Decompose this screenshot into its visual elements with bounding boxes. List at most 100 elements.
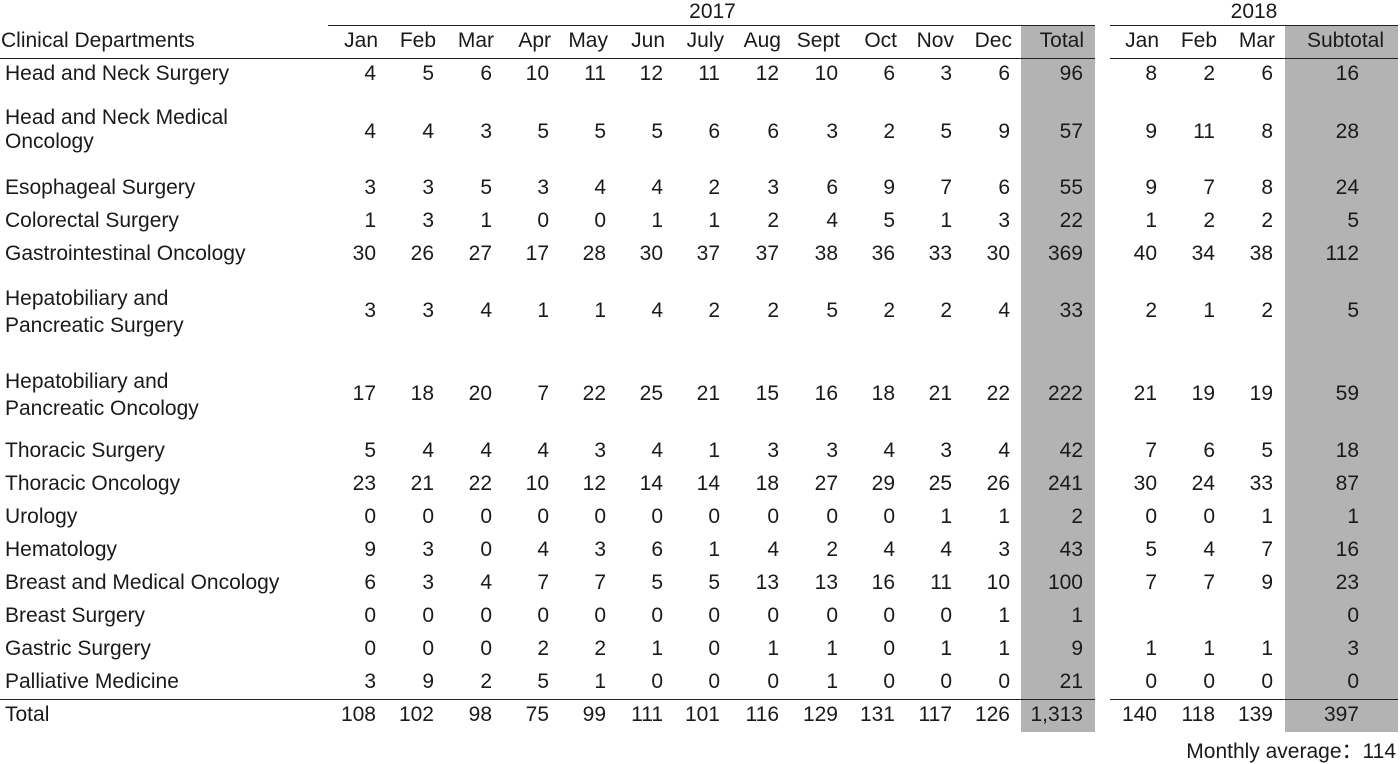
count-2017: 3 <box>767 439 779 462</box>
count-2017: 2 <box>826 538 838 561</box>
rule-above-total-right <box>1110 699 1398 700</box>
count-2017: 13 <box>755 571 779 594</box>
count-2017: 0 <box>364 637 376 660</box>
count-2018: 1 <box>1203 299 1215 322</box>
count-2017: 12 <box>639 62 663 85</box>
count-2017: 6 <box>998 62 1010 85</box>
count-2017: 5 <box>537 670 549 693</box>
count-2018: 19 <box>1249 382 1273 405</box>
grand-total-2017: 1,313 <box>1030 703 1083 726</box>
count-2017: 3 <box>826 120 838 143</box>
count-2017: 3 <box>422 176 434 199</box>
count-2017: 4 <box>883 439 895 462</box>
count-2017: 20 <box>468 382 492 405</box>
total-2017: 96 <box>1059 62 1083 85</box>
count-2017: 4 <box>422 120 434 143</box>
count-2017: 29 <box>871 472 895 495</box>
count-2017: 0 <box>651 604 663 627</box>
count-2017: 17 <box>525 242 549 265</box>
count-2017: 0 <box>708 604 720 627</box>
monthly-total-2017: 108 <box>340 703 376 726</box>
department-name: Palliative Medicine <box>5 670 179 693</box>
count-2018: 7 <box>1203 571 1215 594</box>
total-2017: 57 <box>1059 120 1083 143</box>
count-2017: 7 <box>594 571 606 594</box>
monthly-total-2017: 117 <box>918 703 952 726</box>
count-2018: 7 <box>1261 538 1273 561</box>
rule-under-header-right <box>1110 58 1398 59</box>
count-2018: 1 <box>1203 637 1215 660</box>
rule-under-year-2017 <box>328 25 1095 26</box>
subtotal-2018: 5 <box>1347 299 1359 322</box>
monthly-total-2017: 101 <box>684 703 720 726</box>
count-2017: 0 <box>422 637 434 660</box>
total-2017: 9 <box>1071 637 1083 660</box>
month-header-2017: May <box>568 29 608 52</box>
count-2017: 5 <box>480 176 492 199</box>
count-2017: 1 <box>708 538 720 561</box>
count-2017: 5 <box>651 571 663 594</box>
count-2018: 7 <box>1203 176 1215 199</box>
monthly-total-2017: 129 <box>802 703 838 726</box>
count-2018: 38 <box>1249 242 1273 265</box>
count-2018: 40 <box>1133 242 1157 265</box>
count-2017: 3 <box>480 120 492 143</box>
monthly-total-2017: 131 <box>859 703 895 726</box>
month-header-2017: Sept <box>796 29 840 52</box>
count-2017: 1 <box>651 637 663 660</box>
count-2017: 0 <box>594 209 606 232</box>
count-2017: 5 <box>422 62 434 85</box>
monthly-average-note: Monthly average：114 <box>1186 740 1396 763</box>
count-2018: 19 <box>1191 382 1215 405</box>
count-2017: 4 <box>537 439 549 462</box>
count-2018: 0 <box>1145 670 1157 693</box>
count-2017: 9 <box>364 538 376 561</box>
count-2017: 1 <box>940 505 952 528</box>
grand-subtotal-2018: 397 <box>1323 703 1359 726</box>
count-2018: 9 <box>1145 176 1157 199</box>
count-2017: 18 <box>871 382 895 405</box>
count-2017: 27 <box>468 242 492 265</box>
monthly-total-2017: 116 <box>745 703 779 726</box>
count-2017: 0 <box>940 604 952 627</box>
subtotal-2018: 3 <box>1347 637 1359 660</box>
count-2017: 37 <box>696 242 720 265</box>
count-2017: 4 <box>940 538 952 561</box>
subtotal-2018: 16 <box>1335 538 1359 561</box>
count-2017: 2 <box>594 637 606 660</box>
department-name: Head and Neck Medical Oncology <box>5 106 228 153</box>
count-2017: 6 <box>651 538 663 561</box>
month-header-2017: Aug <box>743 29 781 52</box>
department-name: Hepatobiliary and Pancreatic Oncology <box>5 370 199 420</box>
count-2017: 3 <box>594 439 606 462</box>
count-2017: 36 <box>871 242 895 265</box>
count-2017: 1 <box>651 209 663 232</box>
total-column-shade <box>1021 26 1095 732</box>
total-column-header: Total <box>1039 29 1084 52</box>
count-2017: 7 <box>940 176 952 199</box>
count-2017: 4 <box>364 120 376 143</box>
count-2018: 34 <box>1191 242 1215 265</box>
count-2017: 25 <box>928 472 952 495</box>
month-header-2018: Mar <box>1238 29 1275 52</box>
count-2017: 5 <box>883 209 895 232</box>
department-name: Breast Surgery <box>5 604 146 627</box>
count-2017: 3 <box>594 538 606 561</box>
subtotal-2018: 5 <box>1347 209 1359 232</box>
count-2017: 3 <box>940 62 952 85</box>
count-2017: 10 <box>525 62 549 85</box>
subtotal-2018: 23 <box>1335 571 1359 594</box>
totals-label: Total <box>5 703 50 726</box>
count-2017: 4 <box>422 439 434 462</box>
count-2017: 25 <box>639 382 663 405</box>
count-2017: 1 <box>998 637 1010 660</box>
total-2017: 369 <box>1047 242 1083 265</box>
count-2018: 6 <box>1261 62 1273 85</box>
total-2017: 22 <box>1059 209 1083 232</box>
total-2017: 100 <box>1047 571 1083 594</box>
month-header-2018: Jan <box>1125 29 1159 52</box>
count-2017: 3 <box>422 209 434 232</box>
count-2017: 0 <box>708 505 720 528</box>
department-name: Esophageal Surgery <box>5 176 196 199</box>
